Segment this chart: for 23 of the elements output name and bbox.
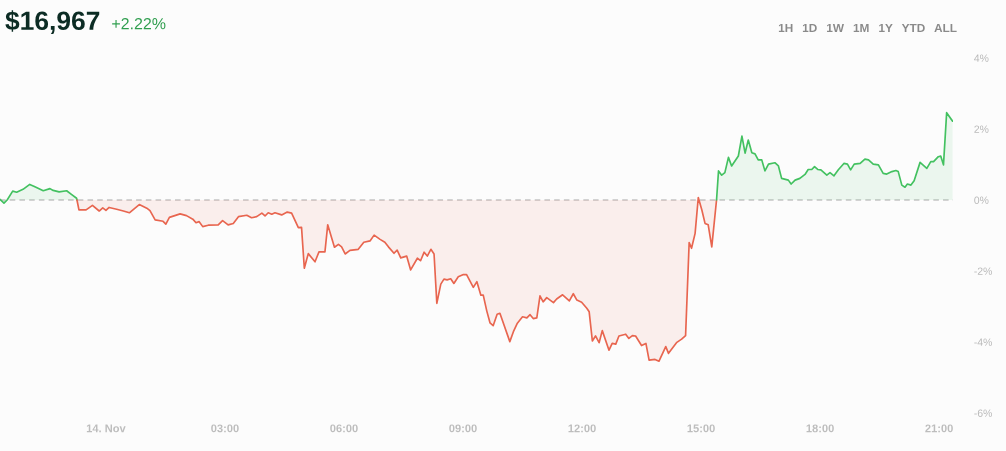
y-tick-label: 0% bbox=[974, 196, 989, 204]
y-tick-label: -4% bbox=[974, 338, 992, 346]
text: 1Y bbox=[879, 23, 893, 33]
text: YTD bbox=[901, 23, 925, 33]
x-tick-label: 14. Nov bbox=[86, 424, 126, 433]
x-tick-label: 12:00 bbox=[568, 424, 596, 433]
text: 1M bbox=[853, 23, 869, 33]
x-tick-label: 18:00 bbox=[806, 424, 834, 433]
text: 1D bbox=[802, 23, 817, 33]
x-tick-label: 03:00 bbox=[211, 424, 239, 433]
y-tick-label: -6% bbox=[974, 409, 992, 417]
x-tick-label: 06:00 bbox=[330, 424, 358, 433]
x-tick-label: 09:00 bbox=[449, 424, 477, 433]
y-tick-label: -2% bbox=[974, 267, 992, 275]
x-tick-label: 21:00 bbox=[925, 424, 953, 433]
y-tick-label: 2% bbox=[974, 125, 989, 133]
text: ALL bbox=[934, 23, 957, 33]
text: 1W bbox=[827, 23, 844, 33]
y-tick-label: 4% bbox=[974, 54, 989, 62]
chart-title: $16,967 bbox=[5, 10, 100, 34]
text: 1H bbox=[778, 23, 793, 33]
chart-subtitle: +2.22% bbox=[112, 17, 166, 30]
x-tick-label: 15:00 bbox=[687, 424, 715, 433]
